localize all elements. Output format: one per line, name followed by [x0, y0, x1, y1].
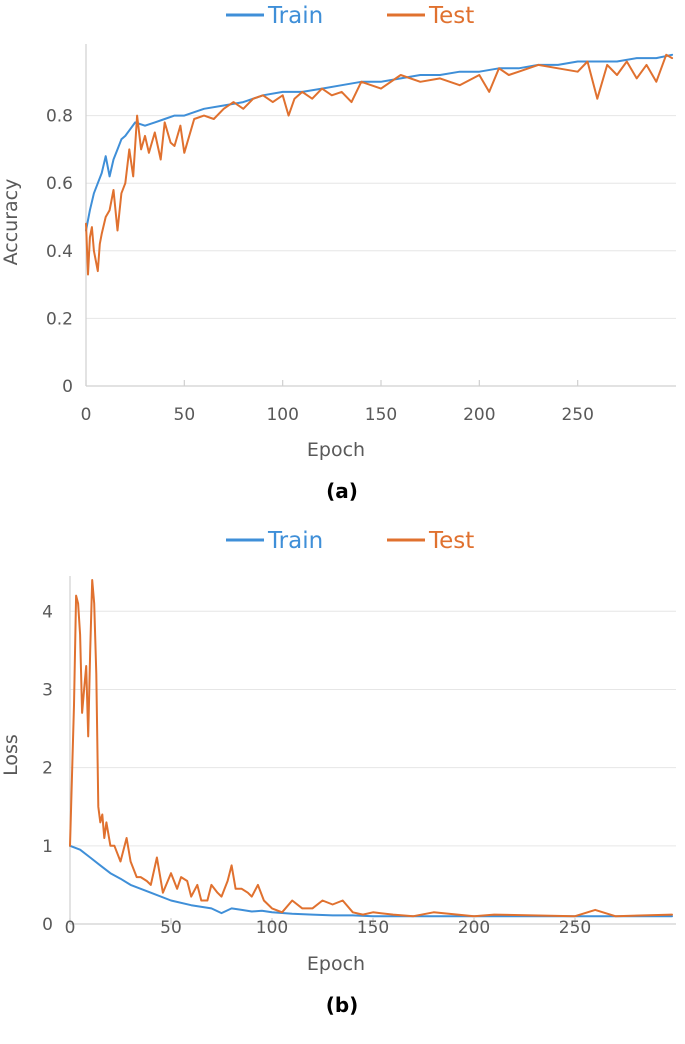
y-tick-label: 0.6: [46, 174, 73, 194]
y-tick-label: 4: [42, 602, 53, 622]
series: [85, 53, 674, 276]
y-tick-label: 0.4: [46, 242, 73, 262]
series-line-test: [85, 53, 674, 276]
x-tick-label: 150: [365, 405, 397, 425]
x-axis-title: Epoch: [307, 439, 365, 461]
y-tick-label: 0.8: [46, 107, 73, 127]
axes: 0 0.2 0.4 0.6 0.8 0 50 100 150 200 250: [46, 44, 676, 425]
y-tick-label: 0: [42, 915, 53, 935]
x-tick-label: 250: [561, 405, 593, 425]
x-tick-label: 50: [174, 405, 196, 425]
x-tick-label: 150: [357, 918, 389, 938]
x-tick-label: 250: [559, 918, 591, 938]
x-tick-label: 200: [463, 405, 495, 425]
y-tick-label: 2: [42, 759, 53, 779]
x-tick-label: 200: [458, 918, 490, 938]
x-tick-label: 0: [81, 405, 92, 425]
legend-label-test: Test: [428, 528, 474, 554]
x-tick-label: 0: [65, 918, 76, 938]
x-tick-label: 100: [266, 405, 298, 425]
x-axis-title: Epoch: [307, 953, 365, 975]
gridlines: [70, 610, 676, 847]
series-line-train: [69, 844, 673, 918]
panel-label-a: (a): [326, 479, 358, 503]
y-axis-title: Accuracy: [0, 179, 22, 266]
panel-label-b: (b): [326, 993, 359, 1017]
legend-label-train: Train: [267, 3, 323, 29]
loss-chart: Train Test 0 1 2 3 4 0 50 100 150 200 250 Epoch Lo…: [0, 528, 676, 1017]
legend-label-train: Train: [267, 528, 323, 554]
legend-label-test: Test: [428, 3, 474, 29]
y-tick-label: 0: [62, 377, 73, 397]
x-tick-label: 50: [160, 918, 182, 938]
y-tick-label: 1: [42, 837, 53, 857]
y-axis-title: Loss: [0, 734, 22, 776]
x-tick-label: 100: [256, 918, 288, 938]
y-tick-label: 0.2: [46, 309, 73, 329]
accuracy-chart: Train Test 00.20.40.60.80 50 100 150 200 250 …: [0, 3, 676, 503]
legend: Train Test: [226, 528, 474, 554]
series-line-test: [69, 579, 673, 918]
legend: Train Test: [226, 3, 474, 29]
series-line-train: [85, 53, 674, 232]
y-tick-label: 3: [42, 680, 53, 700]
series: [69, 579, 673, 918]
axes: 0 1 2 3 4 0 50 100 150 200 250: [42, 576, 676, 938]
